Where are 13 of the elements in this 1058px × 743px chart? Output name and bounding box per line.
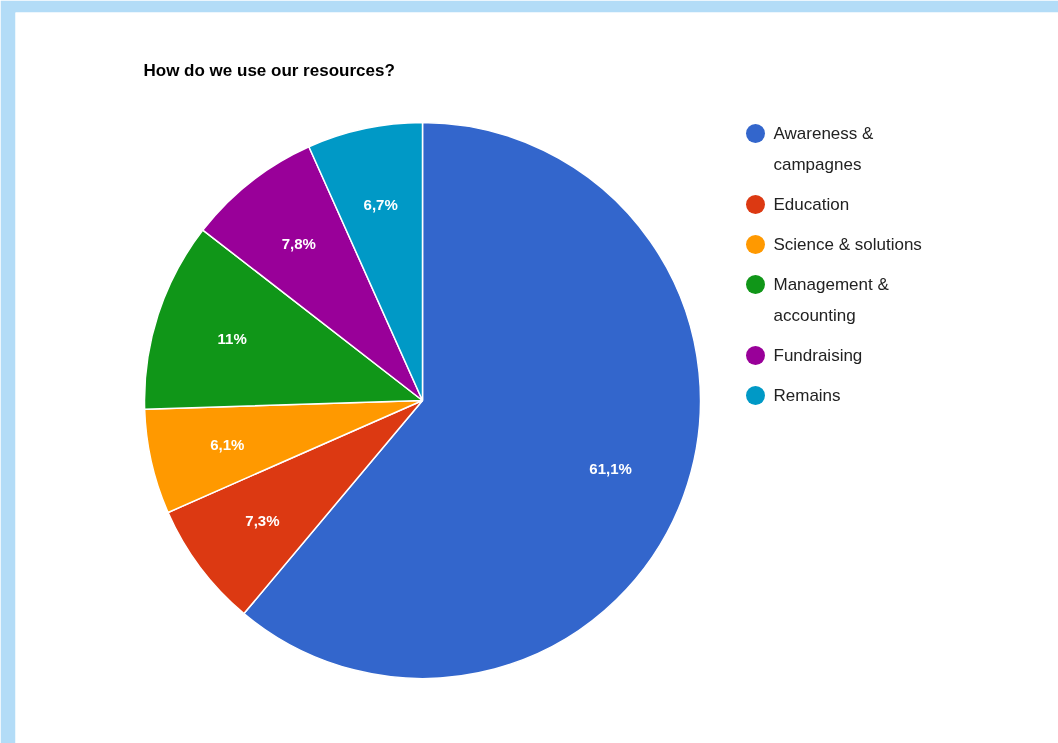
data-label: 7,8% bbox=[281, 234, 316, 252]
data-label: 7,3% bbox=[245, 512, 280, 530]
legend-label: Awareness & campagnes bbox=[773, 124, 875, 174]
legend-label: Remains bbox=[773, 386, 841, 405]
legend-label: Science & solutions bbox=[773, 235, 922, 254]
data-label: 11% bbox=[217, 330, 247, 348]
legend-label: Fundraising bbox=[773, 346, 863, 365]
chart-title: How do we use our resources? bbox=[143, 61, 395, 80]
data-label: 6,7% bbox=[363, 196, 398, 214]
data-label: 6,1% bbox=[210, 436, 245, 454]
legend-label: Education bbox=[773, 195, 850, 214]
legend-label: Management & accounting bbox=[773, 275, 890, 325]
data-label: 61,1% bbox=[589, 460, 632, 478]
